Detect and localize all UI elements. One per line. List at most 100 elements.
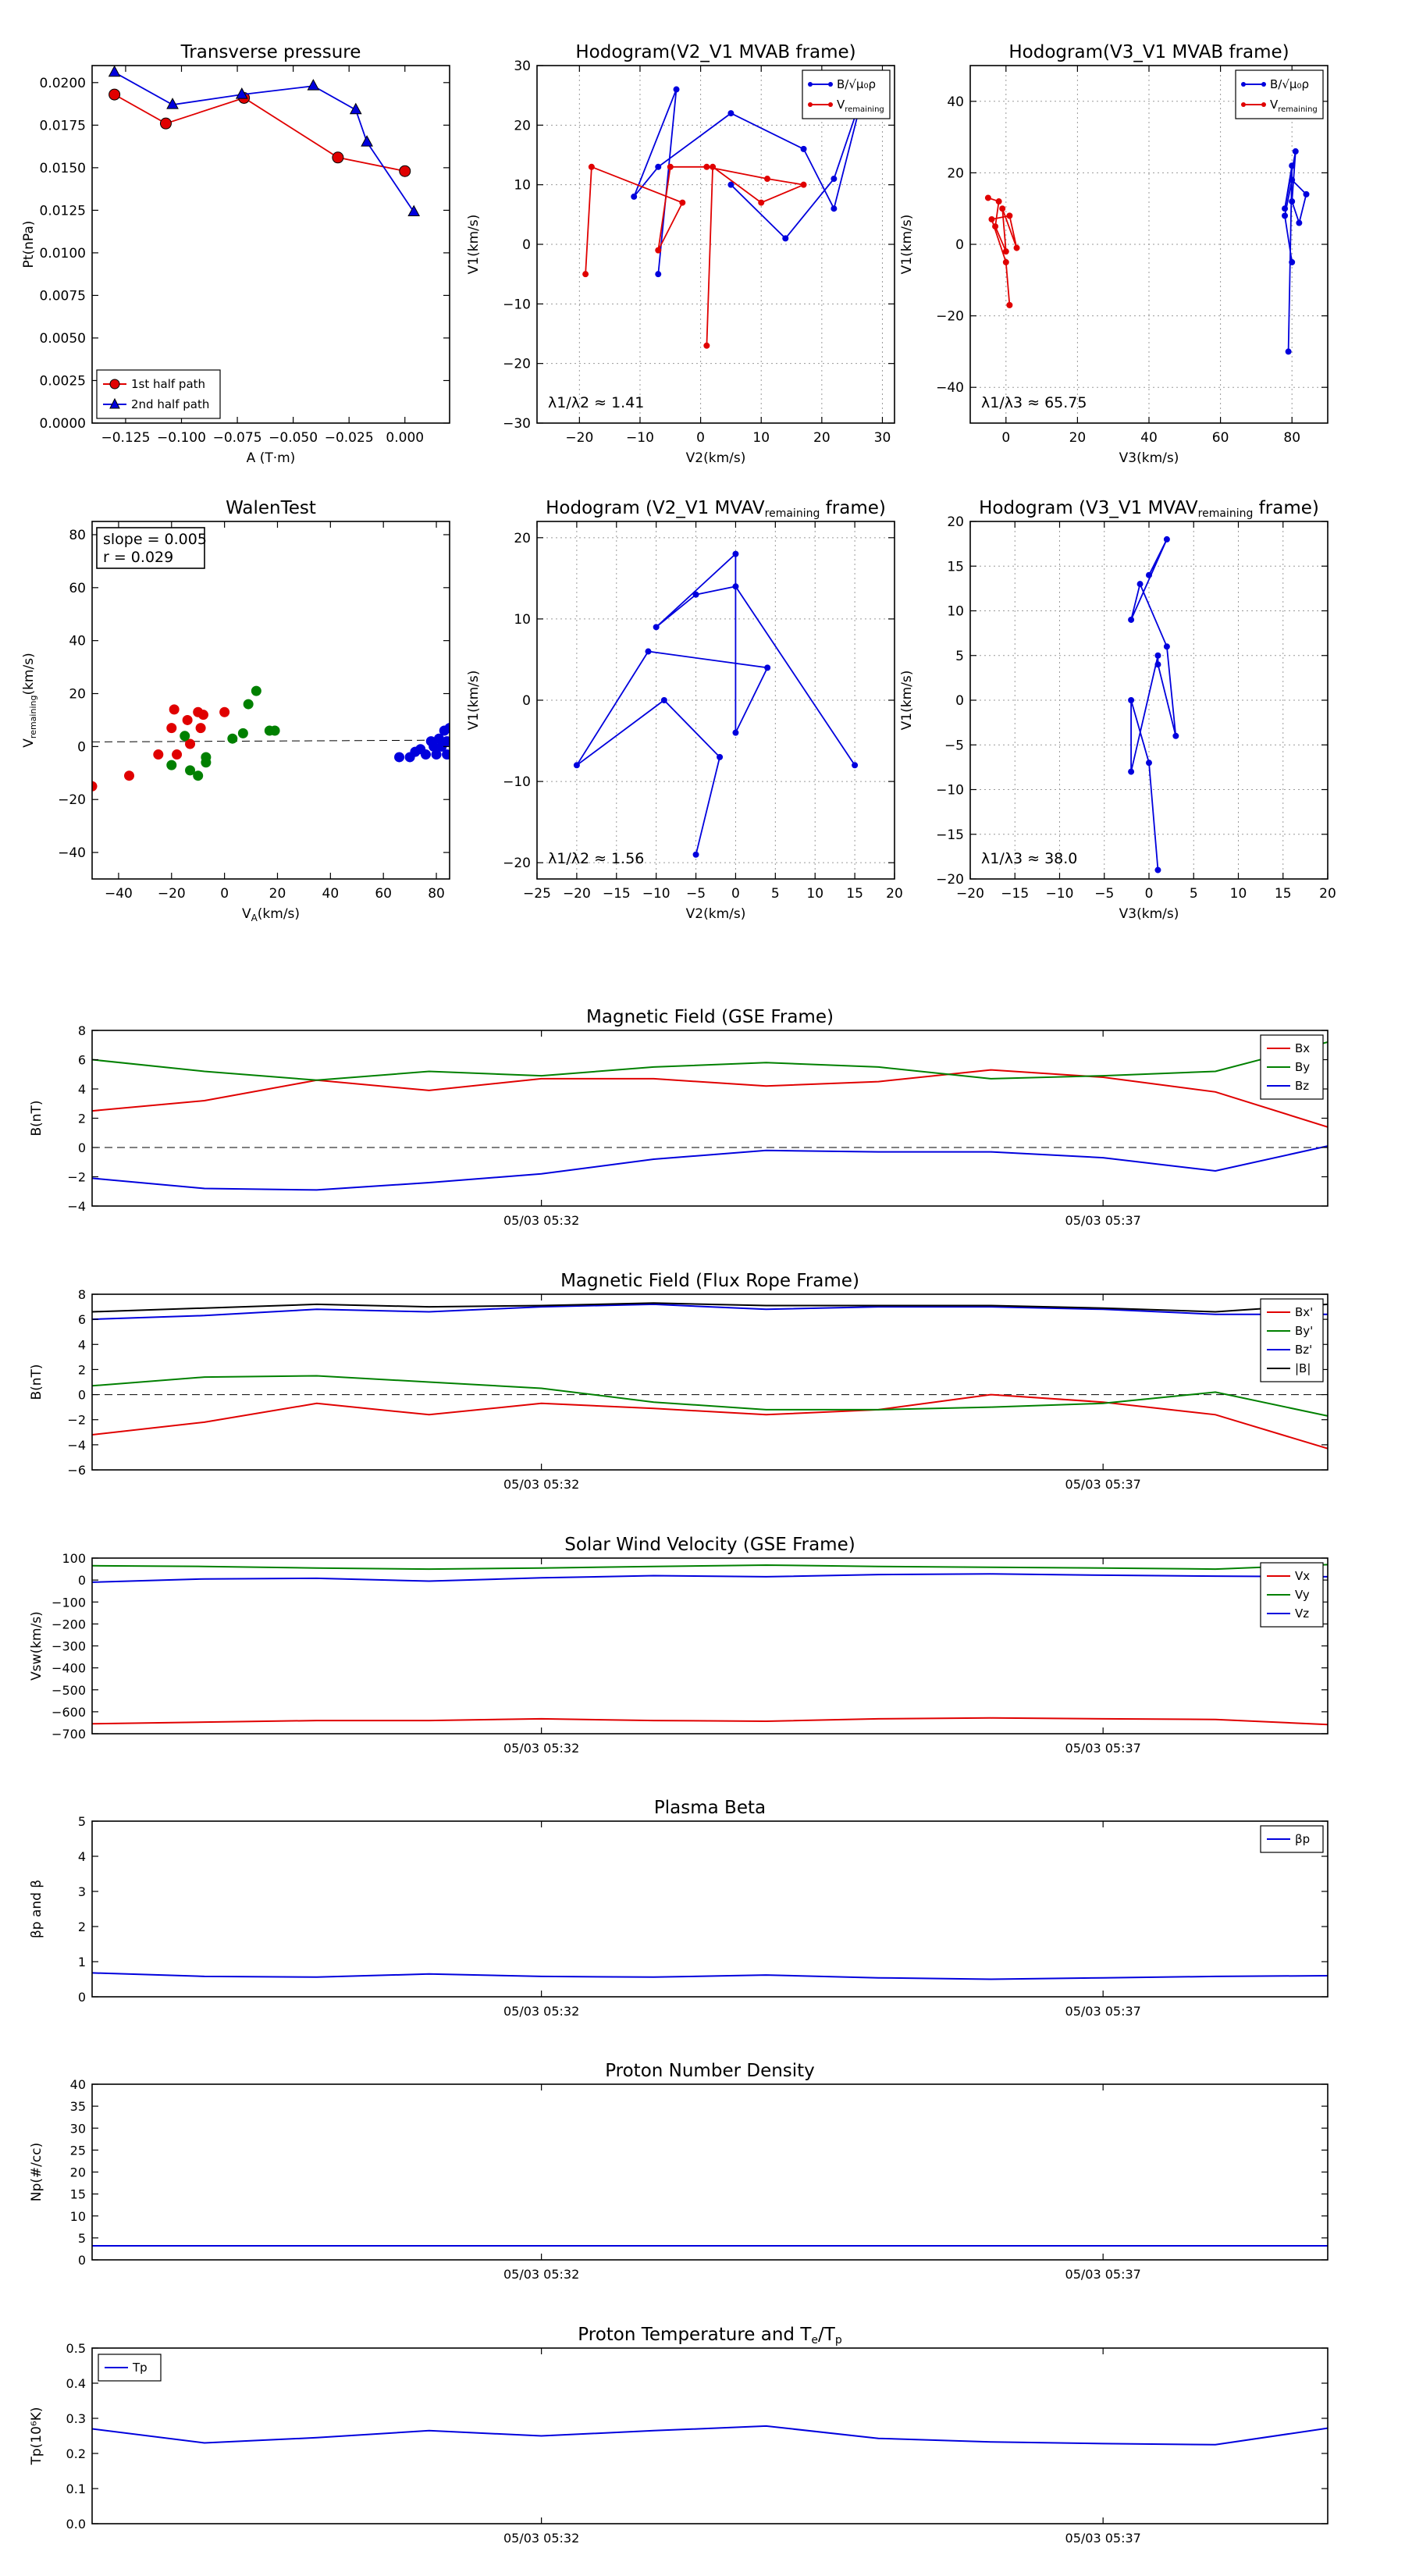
y-axis-label: βp and β [29,1880,44,1938]
chart-title: Plasma Beta [654,1798,766,1818]
x-tick-label: −0.025 [325,430,374,446]
data-point [332,151,344,164]
y-tick-label: 20 [514,118,531,133]
x-tick-label: −5 [1094,886,1114,902]
title-tail: frame) [820,498,886,518]
chart-np: 05/03 05:32 05/03 05:37 0 5 10 15 20 25 30 35 40 Pr… [29,2061,1329,2282]
data-point [764,664,771,671]
series-line [576,552,855,856]
y-tick-label: 0 [78,1388,86,1403]
data-point [732,583,739,590]
chart-walen: −40 −20 0 20 40 60 80 −40 −20 0 20 40 60 80 WalenTest V… [21,498,450,923]
x-tick-label: −15 [603,886,631,902]
y-axis-label-text: Tp(10⁶K) [29,2407,44,2465]
y-tick-label: −10 [936,783,964,799]
chart-mag_gse: 05/03 05:32 05/03 05:37 −4 −2 0 2 4 6 8 Magnetic … [29,1007,1329,1228]
series-1 [984,194,1020,308]
data-point [653,624,660,631]
x-tick-label: 20 [269,886,286,902]
x-tick-label: 05/03 05:37 [1065,2004,1141,2019]
y-tick-label: −20 [936,309,964,325]
y-tick-label: −4 [67,1199,86,1214]
y-tick-label: 10 [514,612,531,628]
y-tick-label: 40 [947,94,964,110]
data-point [831,205,838,212]
y-axis-label-text: Vsw(km/s) [29,1611,44,1681]
plot-area [92,685,450,792]
title-subscript: p [835,2334,842,2347]
x-tick-label: −10 [626,430,654,446]
data-point [172,749,183,760]
y-tick-label: −300 [52,1639,86,1654]
y-tick-label: −4 [67,1438,86,1453]
legend-marker [1241,82,1246,87]
chart-title: Hodogram (V3_V1 MVAVremaining frame) [979,498,1319,520]
y-tick-label: 100 [62,1551,86,1566]
series-2 [92,1573,1328,1583]
y-tick-label: 2 [78,1920,86,1934]
legend-label: Tp [132,2361,148,2375]
x-tick-label: 20 [1069,430,1087,446]
fit-line [91,739,450,742]
legend-marker [808,82,813,87]
y-tick-label: 30 [70,2121,86,2136]
series-line [92,2425,1328,2446]
data-point [1292,148,1299,155]
x-tick-label: −0.075 [213,430,262,446]
x-tick-label: −20 [956,886,984,902]
legend-label-text: By [1295,1060,1310,1074]
data-point [235,87,248,99]
y-tick-label: 6 [78,1053,86,1068]
data-point [1289,162,1296,169]
x-tick-label: 05/03 05:32 [503,2531,579,2546]
series-line [92,1393,1328,1450]
data-point [1154,866,1161,873]
data-point [573,762,580,769]
series-0 [92,1717,1328,1726]
y-tick-label: 1 [78,1955,86,1969]
y-tick-label: −20 [503,357,531,372]
legend: B/√μ₀ρ Vremaining [802,69,891,119]
x-tick-label: 0 [731,886,740,902]
data-point [992,223,999,230]
legend-label-text: 1st half path [131,377,205,391]
y-axis-label: Vremaining(km/s) [21,653,38,747]
chart-tp_temp: 05/03 05:32 05/03 05:37 0.0 0.1 0.2 0.3 0.4 0.5… [29,2325,1329,2546]
y-tick-label: 4 [78,1337,86,1352]
data-point [1128,768,1135,775]
legend: Vx Vy Vz [1260,1562,1324,1628]
legend-label: Bx [1295,1041,1310,1055]
y-tick-label: 0.0150 [40,161,86,176]
series-line [987,197,1018,305]
chart-title: Hodogram (V2_V1 MVAVremaining frame) [546,498,886,520]
data-point [703,163,710,170]
plot-area [1128,535,1179,873]
data-point [999,205,1006,212]
x-tick-label: 30 [874,430,891,446]
y-tick-label: 0 [522,693,531,709]
data-point [219,706,230,717]
x-axis-label-text: V [242,906,251,922]
series-2 [92,1145,1328,1191]
legend-label-text: V [1270,98,1279,112]
data-point [307,79,320,91]
data-point [431,749,442,760]
data-point [655,271,662,278]
y-axis-label-tail: (km/s) [21,653,37,695]
y-axis-label: V1(km/s) [466,671,482,731]
axes-frame [91,1820,1329,1998]
x-axis-label: V3(km/s) [1119,906,1179,922]
plot-area [582,86,868,349]
x-tick-label: 60 [375,886,392,902]
data-point [1154,661,1161,668]
series-0 [1128,535,1179,873]
legend-label: βp [1295,1832,1310,1846]
y-tick-label: 0.0050 [40,331,86,347]
y-tick-label: −10 [503,774,531,790]
data-point [201,757,212,768]
y-axis-label: V1(km/s) [899,215,915,275]
y-tick-label: 5 [955,649,964,664]
legend-label: Bz' [1295,1343,1312,1357]
y-tick-label: 0.0125 [40,203,86,219]
y-axis-label: Np(#/cc) [29,2143,44,2201]
